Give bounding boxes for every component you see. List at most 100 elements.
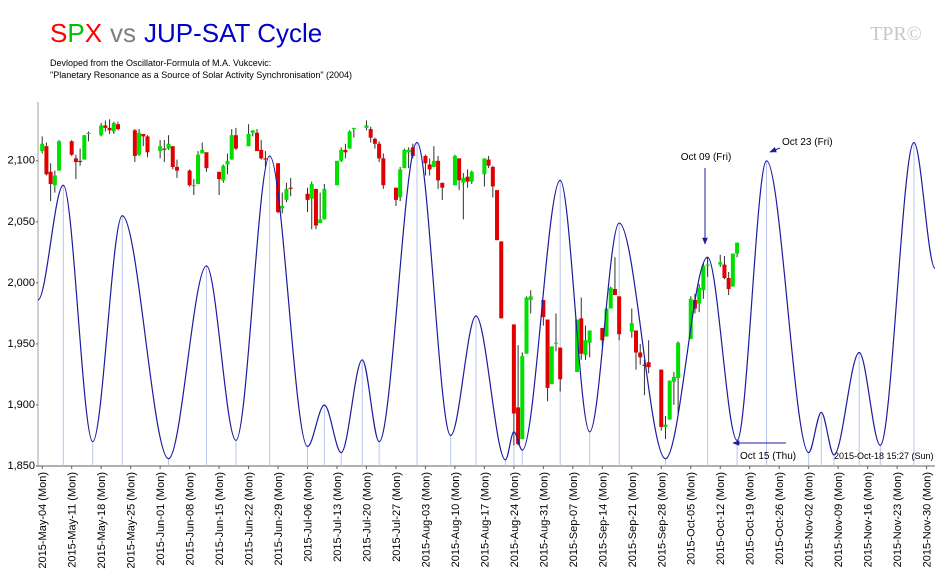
candle-body bbox=[372, 138, 377, 144]
candle-body bbox=[452, 155, 457, 186]
candle-body bbox=[162, 148, 167, 150]
candle-body bbox=[553, 342, 558, 344]
annotation: Oct 09 (Fri) bbox=[681, 152, 732, 163]
candle-body bbox=[377, 143, 382, 159]
candle-body bbox=[423, 155, 428, 164]
candle-body bbox=[398, 169, 403, 198]
candle-body bbox=[351, 127, 356, 130]
y-tick-label: 1,850 bbox=[7, 460, 35, 472]
candle-body bbox=[638, 352, 643, 358]
candle-body bbox=[718, 262, 723, 265]
candle-body bbox=[364, 125, 369, 128]
candle-body bbox=[204, 152, 209, 169]
x-tick-label: 2015-Sep-14 (Mon) bbox=[597, 472, 609, 567]
candle-body bbox=[659, 369, 664, 427]
candle-body bbox=[393, 187, 398, 200]
annotation: Oct 23 (Fri) bbox=[782, 137, 833, 148]
candle-body bbox=[116, 124, 121, 130]
candle-body bbox=[343, 149, 348, 153]
candle-body bbox=[629, 323, 634, 332]
y-tick-label: 2,050 bbox=[7, 216, 35, 228]
candle-body bbox=[254, 132, 259, 152]
candle-body bbox=[520, 356, 525, 440]
subtitle: "Planetary Resonance as a Source of Sola… bbox=[50, 70, 352, 80]
candle-body bbox=[440, 182, 445, 188]
candle-body bbox=[381, 158, 386, 186]
candle-body bbox=[305, 193, 310, 200]
timestamp: 2015-Oct-18 15:27 (Sun) bbox=[834, 451, 934, 461]
candle-body bbox=[726, 278, 731, 289]
x-tick-label: 2015-Oct-26 (Mon) bbox=[774, 472, 786, 565]
candle-body bbox=[44, 146, 49, 175]
candle-body bbox=[309, 184, 314, 199]
candle-body bbox=[170, 146, 175, 167]
candle-body bbox=[528, 296, 533, 300]
x-tick-label: 2015-May-11 (Mon) bbox=[67, 472, 79, 568]
x-tick-label: 2015-Jul-20 (Mon) bbox=[361, 472, 373, 562]
candle-body bbox=[217, 171, 222, 180]
x-tick-label: 2015-Jun-01 (Mon) bbox=[155, 472, 167, 566]
x-tick-label: 2015-Nov-02 (Mon) bbox=[804, 472, 816, 567]
candle-body bbox=[229, 135, 234, 160]
candle-body bbox=[221, 165, 226, 181]
candle-body bbox=[671, 376, 676, 382]
candle-body bbox=[82, 135, 87, 160]
candle-body bbox=[166, 143, 171, 149]
candle-body bbox=[402, 149, 407, 169]
logo: TPR© bbox=[870, 23, 922, 45]
candle-body bbox=[322, 188, 327, 220]
candle-body bbox=[486, 159, 491, 166]
candle-body bbox=[284, 188, 289, 200]
candle-body bbox=[608, 287, 613, 309]
candle-body bbox=[187, 170, 192, 186]
candle-body bbox=[52, 175, 57, 186]
candle-body bbox=[318, 219, 323, 224]
candle-body bbox=[722, 264, 727, 279]
x-tick-label: 2015-Aug-24 (Mon) bbox=[509, 472, 521, 567]
x-tick-label: 2015-Nov-23 (Mon) bbox=[892, 472, 904, 567]
candle-body bbox=[612, 289, 617, 296]
annotation: Oct 15 (Thu) bbox=[740, 451, 796, 462]
x-tick-label: 2015-Nov-30 (Mon) bbox=[922, 472, 934, 567]
title-part: X bbox=[85, 18, 102, 48]
candle-body bbox=[48, 171, 53, 185]
candle-body bbox=[73, 158, 78, 163]
candle-body bbox=[511, 324, 516, 414]
candle-body bbox=[174, 166, 179, 171]
x-tick-label: 2015-May-18 (Mon) bbox=[96, 472, 108, 569]
candle-body bbox=[436, 160, 441, 181]
candle-body bbox=[335, 160, 339, 186]
x-tick-label: 2015-Jun-08 (Mon) bbox=[185, 472, 197, 566]
candle-body bbox=[288, 187, 293, 189]
x-tick-label: 2015-Jun-29 (Mon) bbox=[273, 472, 285, 566]
candle-body bbox=[196, 154, 201, 185]
x-tick-label: 2015-Sep-28 (Mon) bbox=[656, 472, 668, 567]
title-part: JUP-SAT Cycle bbox=[144, 18, 322, 48]
candle-body bbox=[78, 160, 83, 163]
candle-body bbox=[313, 188, 318, 226]
candle-body bbox=[132, 130, 137, 156]
candle-body bbox=[688, 298, 693, 340]
candle-body bbox=[263, 158, 268, 160]
candle-body bbox=[545, 319, 550, 388]
candle-body bbox=[730, 253, 735, 287]
candle-body bbox=[103, 125, 108, 128]
candle-body bbox=[111, 122, 116, 132]
candle-body bbox=[347, 131, 352, 149]
candle-body bbox=[735, 242, 740, 254]
candle-body bbox=[642, 364, 647, 366]
y-tick-label: 2,100 bbox=[7, 155, 35, 167]
candle-body bbox=[69, 141, 74, 155]
chart-title: SPX vs JUP-SAT Cycle bbox=[50, 18, 322, 48]
title-part: P bbox=[67, 18, 84, 48]
candle-body bbox=[516, 407, 521, 445]
candle-body bbox=[107, 127, 112, 131]
candle-body bbox=[705, 264, 710, 266]
candle-body bbox=[524, 297, 529, 354]
candle-body bbox=[667, 380, 672, 420]
candle-body bbox=[280, 205, 285, 209]
candle-body bbox=[200, 149, 205, 154]
x-tick-label: 2015-Jul-27 (Mon) bbox=[391, 472, 403, 562]
